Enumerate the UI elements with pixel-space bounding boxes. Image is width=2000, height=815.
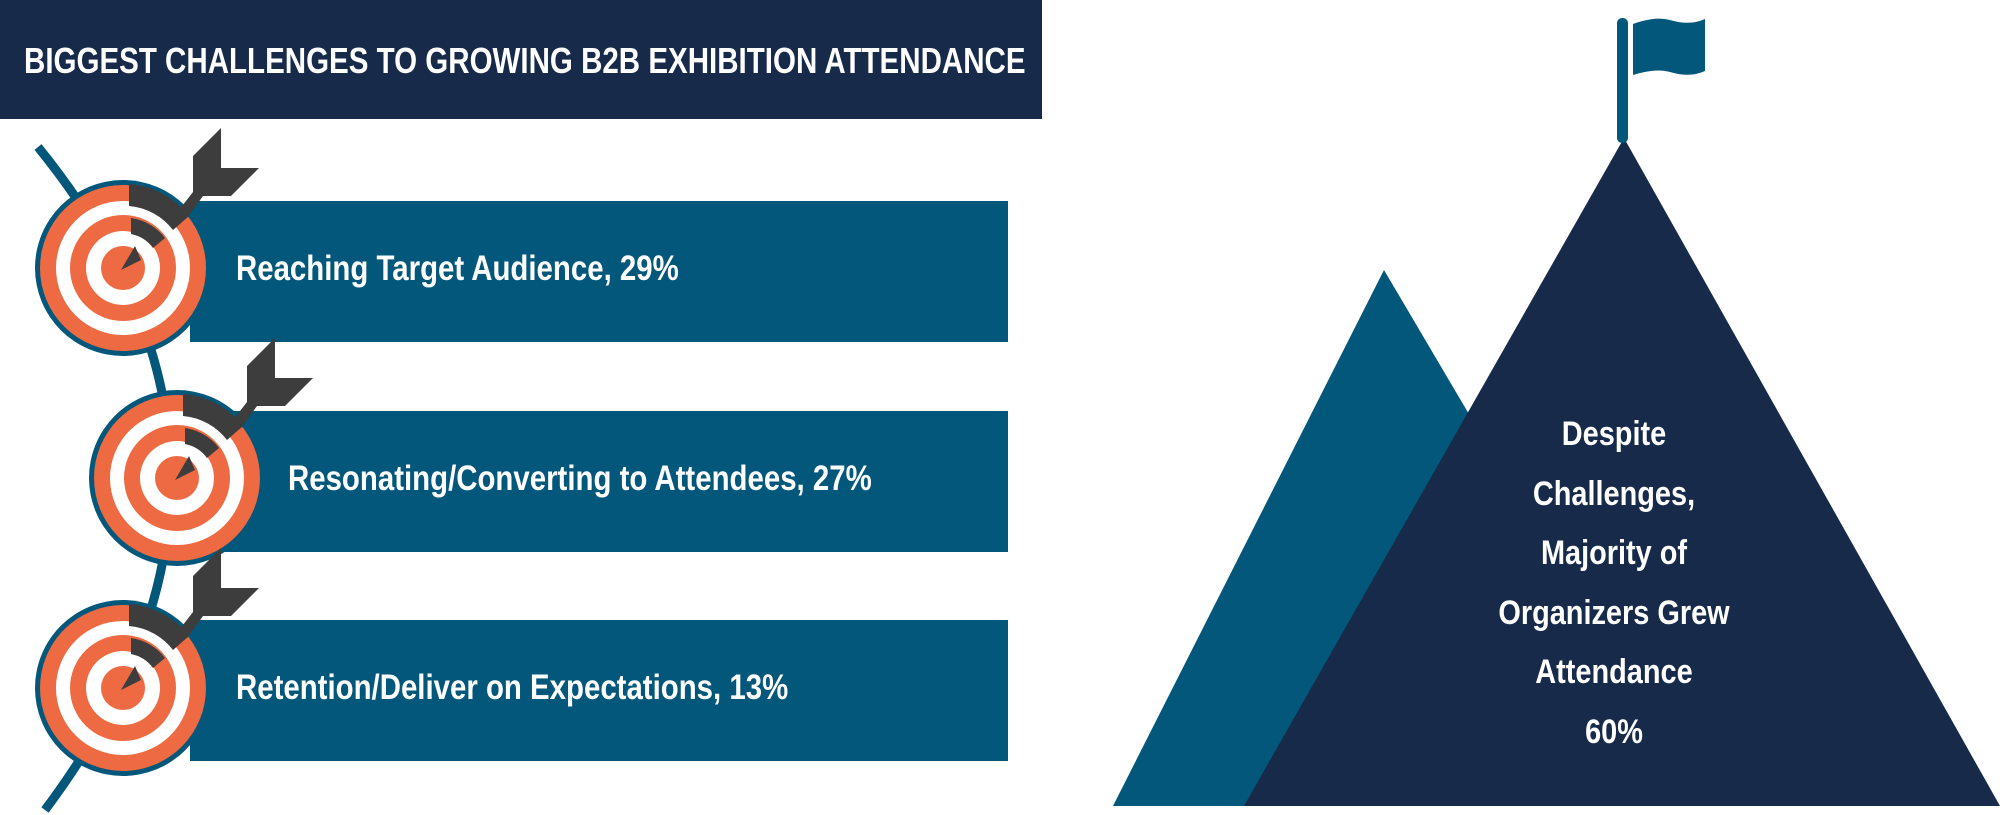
arrow-icon <box>233 338 313 428</box>
challenge-label: Retention/Deliver on Expectations, 13% <box>236 668 789 707</box>
summary-line: Organizers Grew <box>1498 593 1730 632</box>
target-icon <box>35 600 211 776</box>
front-mountain <box>1244 138 2000 806</box>
summary-line: Despite <box>1561 415 1667 453</box>
arrow-icon <box>179 548 259 638</box>
flag-pole <box>1617 18 1628 143</box>
summary-percent: 60% <box>1585 712 1643 751</box>
challenge-bar-3: Retention/Deliver on Expectations, 13% <box>190 620 1008 761</box>
summary-line: Majority of <box>1540 534 1688 572</box>
challenge-bar-2: Resonating/Converting to Attendees, 27% <box>190 411 1008 552</box>
challenge-label: Reaching Target Audience, 29% <box>236 249 679 288</box>
title-banner: BIGGEST CHALLENGES TO GROWING B2B EXHIBI… <box>0 0 1042 119</box>
target-icon <box>35 180 211 356</box>
page-title: BIGGEST CHALLENGES TO GROWING B2B EXHIBI… <box>24 40 1026 81</box>
target-icon <box>89 390 265 566</box>
arrow-icon <box>179 128 259 218</box>
summary-text: Despite Challenges, Majority of Organize… <box>1464 405 1764 762</box>
summary-line: Challenges, <box>1532 474 1696 513</box>
flag-icon <box>1633 18 1705 76</box>
challenge-bar-1: Reaching Target Audience, 29% <box>190 201 1008 342</box>
summary-line: Attendance <box>1535 653 1693 691</box>
challenge-label: Resonating/Converting to Attendees, 27% <box>288 459 872 498</box>
